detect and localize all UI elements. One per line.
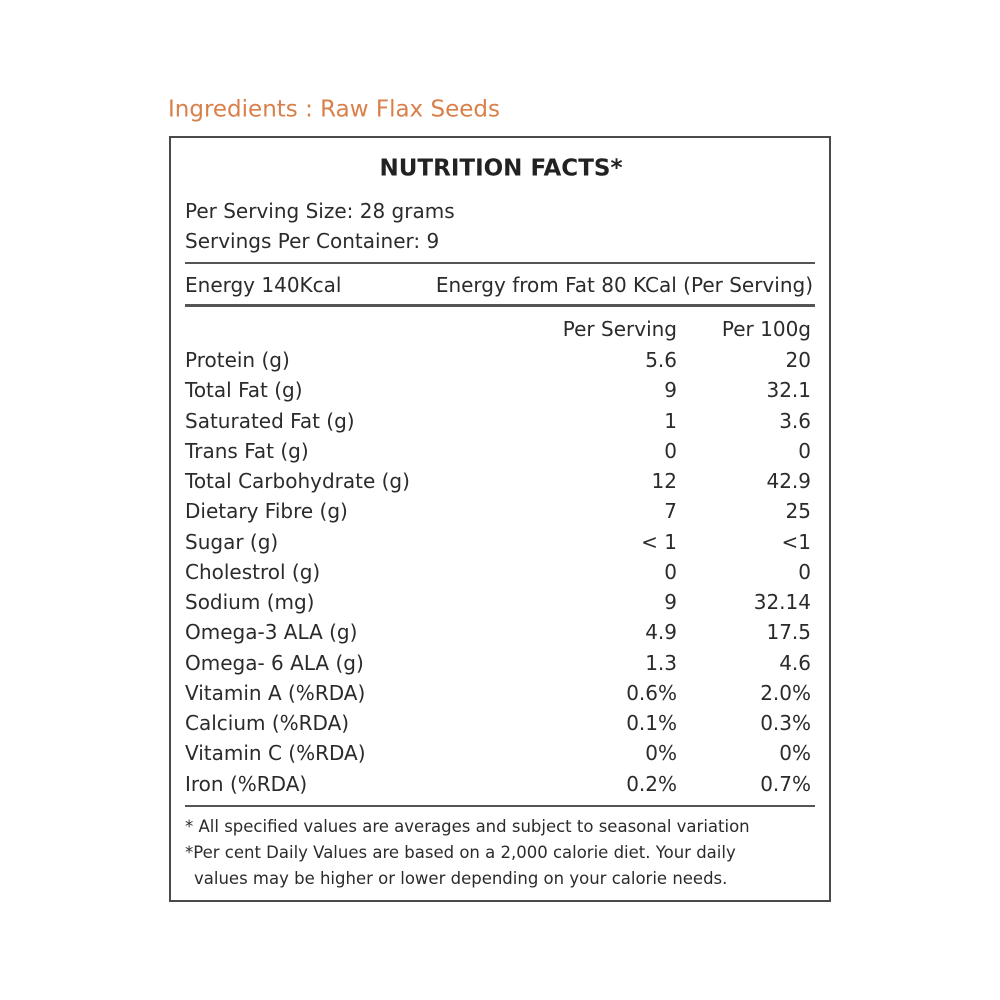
per-serving-value: 0.2% (626, 771, 677, 796)
per-100g-value: 25 (785, 499, 811, 524)
nutrient-name: Vitamin C (%RDA) (185, 741, 366, 766)
nutrient-name: Dietary Fibre (g) (185, 499, 348, 524)
nutrient-name: Total Carbohydrate (g) (185, 469, 410, 493)
nutrient-name: Sugar (g) (185, 529, 279, 554)
per-serving-value: 9 (664, 378, 677, 403)
per-serving-value: 0 (664, 559, 677, 584)
nutrient-name: Calcium (%RDA) (185, 711, 350, 735)
divider (185, 805, 815, 807)
nutrient-name: Iron (%RDA) (185, 771, 308, 796)
nutrient-name: Omega-3 ALA (g) (185, 620, 358, 645)
per-100g-value: 17.5 (766, 620, 811, 645)
nutrient-name: Cholestrol (g) (185, 559, 321, 584)
per-serving-value: 0% (645, 741, 677, 766)
serving-info: Servings Per Container: 9 (185, 229, 440, 253)
column-header: Per 100g (721, 317, 811, 341)
footnote: *Per cent Daily Values are based on a 2,… (185, 842, 736, 862)
energy: Energy 140Kcal (185, 273, 342, 297)
per-serving-value: 4.9 (645, 620, 677, 645)
per-100g-value: 32.14 (753, 590, 811, 614)
per-100g-value: 0% (779, 741, 811, 766)
per-serving-value: < 1 (641, 529, 677, 554)
per-100g-value: 42.9 (766, 469, 811, 493)
nutrient-name: Sodium (mg) (185, 590, 315, 614)
nutrient-name: Vitamin A (%RDA) (185, 680, 366, 705)
serving-info: Per Serving Size: 28 grams (185, 199, 455, 223)
column-header: Per Serving (562, 317, 677, 341)
per-serving-value: 12 (651, 469, 677, 493)
energy-fat: Energy from Fat 80 KCal (Per Serving) (435, 273, 813, 297)
per-100g-value: 0.3% (760, 711, 811, 735)
per-100g-value: 0.7% (760, 771, 811, 796)
divider (185, 304, 815, 307)
nutrient-name: Protein (g) (185, 348, 290, 372)
per-100g-value: 4.6 (779, 650, 811, 675)
divider (185, 262, 815, 264)
footnote: values may be higher or lower depending … (194, 868, 728, 888)
nutrient-name: Total Fat (g) (185, 378, 303, 403)
per-100g-value: 3.6 (779, 408, 811, 433)
per-serving-value: 1.3 (645, 650, 677, 675)
per-serving-value: 0.6% (626, 680, 677, 705)
nutrient-name: Trans Fat (g) (185, 438, 309, 463)
nutrient-name: Saturated Fat (g) (185, 408, 355, 433)
per-serving-value: 7 (664, 499, 677, 524)
per-100g-value: 32.1 (766, 378, 811, 403)
per-serving-value: 5.6 (645, 348, 677, 372)
per-100g-value: <1 (781, 529, 811, 554)
per-serving-value: 9 (664, 590, 677, 614)
footnote: * All specified values are averages and … (185, 816, 750, 836)
per-100g-value: 0 (798, 438, 811, 463)
nutrient-name: Omega- 6 ALA (g) (185, 650, 364, 675)
per-serving-value: 1 (664, 408, 677, 433)
panel-title: NUTRITION FACTS* (379, 155, 623, 182)
per-100g-value: 2.0% (760, 680, 811, 705)
per-100g-value: 0 (798, 559, 811, 584)
per-100g-value: 20 (785, 348, 811, 372)
per-serving-value: 0.1% (626, 711, 677, 735)
per-serving-value: 0 (664, 438, 677, 463)
ingredients-title: Ingredients : Raw Flax Seeds (168, 96, 500, 123)
nutrition-panel (169, 136, 831, 902)
